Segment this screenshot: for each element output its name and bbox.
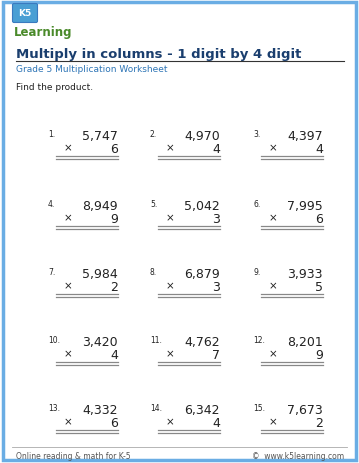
- Text: 3: 3: [212, 213, 220, 225]
- Text: 3.: 3.: [253, 130, 260, 139]
- Text: 4,762: 4,762: [185, 335, 220, 348]
- Text: 5: 5: [315, 281, 323, 294]
- Text: ×: ×: [269, 143, 278, 153]
- Text: ×: ×: [269, 348, 278, 358]
- Text: 7,995: 7,995: [287, 200, 323, 213]
- Text: ×: ×: [166, 281, 175, 290]
- Text: 2.: 2.: [150, 130, 157, 139]
- Text: Multiply in columns - 1 digit by 4 digit: Multiply in columns - 1 digit by 4 digit: [16, 48, 301, 61]
- Text: ×: ×: [166, 143, 175, 153]
- Text: ×: ×: [64, 416, 73, 426]
- Text: ×: ×: [269, 416, 278, 426]
- Text: ×: ×: [64, 213, 73, 223]
- Text: 4,397: 4,397: [287, 130, 323, 143]
- Text: 14.: 14.: [150, 403, 162, 412]
- Text: 3,933: 3,933: [288, 268, 323, 281]
- Text: 6: 6: [315, 213, 323, 225]
- Text: 4,970: 4,970: [184, 130, 220, 143]
- Text: K5: K5: [18, 9, 32, 19]
- Text: 4,332: 4,332: [83, 403, 118, 416]
- Text: 6,879: 6,879: [184, 268, 220, 281]
- Text: ×: ×: [269, 213, 278, 223]
- Text: 2: 2: [315, 416, 323, 429]
- Text: 6.: 6.: [253, 200, 260, 208]
- Text: 7: 7: [212, 348, 220, 361]
- Text: Learning: Learning: [14, 26, 73, 39]
- Text: ×: ×: [64, 143, 73, 153]
- Text: 9: 9: [110, 213, 118, 225]
- Text: 5.: 5.: [150, 200, 157, 208]
- Text: 4: 4: [315, 143, 323, 156]
- Text: 8.: 8.: [150, 268, 157, 276]
- Text: 7,673: 7,673: [287, 403, 323, 416]
- Text: Find the product.: Find the product.: [16, 83, 93, 92]
- Text: 9: 9: [315, 348, 323, 361]
- Text: Online reading & math for K-5: Online reading & math for K-5: [16, 451, 131, 460]
- Text: 7.: 7.: [48, 268, 55, 276]
- Text: 5,747: 5,747: [82, 130, 118, 143]
- Text: ×: ×: [166, 213, 175, 223]
- Text: 3,420: 3,420: [82, 335, 118, 348]
- Text: 4: 4: [110, 348, 118, 361]
- Text: 10.: 10.: [48, 335, 60, 344]
- Text: ×: ×: [166, 348, 175, 358]
- Text: 4: 4: [212, 143, 220, 156]
- Text: 9.: 9.: [253, 268, 260, 276]
- Text: 4.: 4.: [48, 200, 55, 208]
- Text: Grade 5 Multiplication Worksheet: Grade 5 Multiplication Worksheet: [16, 65, 168, 74]
- Text: 5,984: 5,984: [82, 268, 118, 281]
- Text: 6: 6: [110, 416, 118, 429]
- Text: ×: ×: [166, 416, 175, 426]
- Text: ×: ×: [64, 348, 73, 358]
- Text: 2: 2: [110, 281, 118, 294]
- Text: 12.: 12.: [253, 335, 265, 344]
- Text: 3: 3: [212, 281, 220, 294]
- Text: 13.: 13.: [48, 403, 60, 412]
- Text: 5,042: 5,042: [184, 200, 220, 213]
- Text: 4: 4: [212, 416, 220, 429]
- Text: ×: ×: [269, 281, 278, 290]
- Text: 11.: 11.: [150, 335, 162, 344]
- FancyBboxPatch shape: [13, 5, 37, 24]
- Text: ©  www.k5learning.com: © www.k5learning.com: [252, 451, 344, 460]
- Text: 1.: 1.: [48, 130, 55, 139]
- Text: 6,342: 6,342: [185, 403, 220, 416]
- Text: 8,949: 8,949: [82, 200, 118, 213]
- Text: 6: 6: [110, 143, 118, 156]
- Text: 8,201: 8,201: [287, 335, 323, 348]
- Text: 15.: 15.: [253, 403, 265, 412]
- Text: ×: ×: [64, 281, 73, 290]
